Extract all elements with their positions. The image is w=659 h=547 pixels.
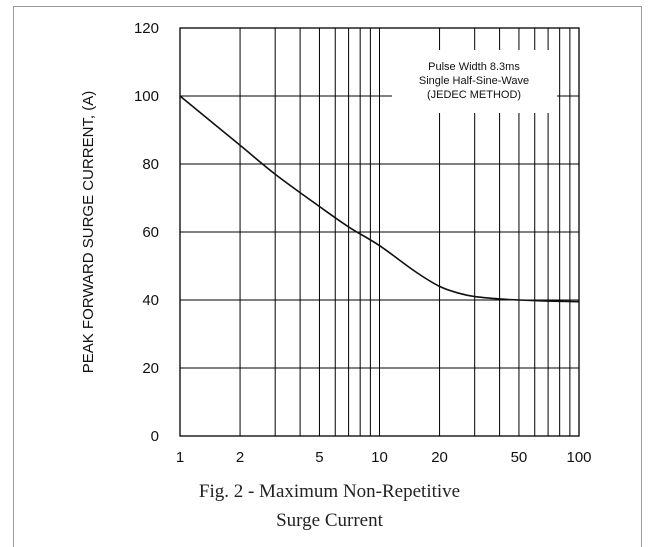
y-tick-label: 120 <box>134 20 159 37</box>
x-tick-label: 10 <box>371 449 388 466</box>
y-axis-label: PEAK FORWARD SURGE CURRENT, (A) <box>80 91 97 374</box>
x-tick-label: 20 <box>431 449 448 466</box>
y-tick-label: 0 <box>151 428 159 445</box>
plot-border <box>179 27 580 437</box>
x-tick-label: 5 <box>315 449 323 466</box>
y-tick-label: 60 <box>142 224 159 241</box>
y-tick-label: 80 <box>142 156 159 173</box>
annotation-line-2: Single Half-Sine-Wave <box>419 75 529 87</box>
x-tick-label: 100 <box>566 449 591 466</box>
x-tick-label: 2 <box>236 449 244 466</box>
surge-current-curve <box>179 95 580 303</box>
x-tick-label: 1 <box>176 449 184 466</box>
annotation-box <box>392 50 557 113</box>
y-tick-label: 100 <box>134 88 159 105</box>
y-tick-label: 20 <box>142 360 159 377</box>
annotation-line-1: Pulse Width 8.3ms <box>428 61 520 73</box>
caption-line-2: Surge Current <box>276 510 383 531</box>
annotation-line-3: (JEDEC METHOD) <box>427 89 521 101</box>
caption-line-1: Fig. 2 - Maximum Non-Repetitive <box>198 481 461 502</box>
y-tick-label: 40 <box>142 292 159 309</box>
x-tick-label: 50 <box>511 449 528 466</box>
